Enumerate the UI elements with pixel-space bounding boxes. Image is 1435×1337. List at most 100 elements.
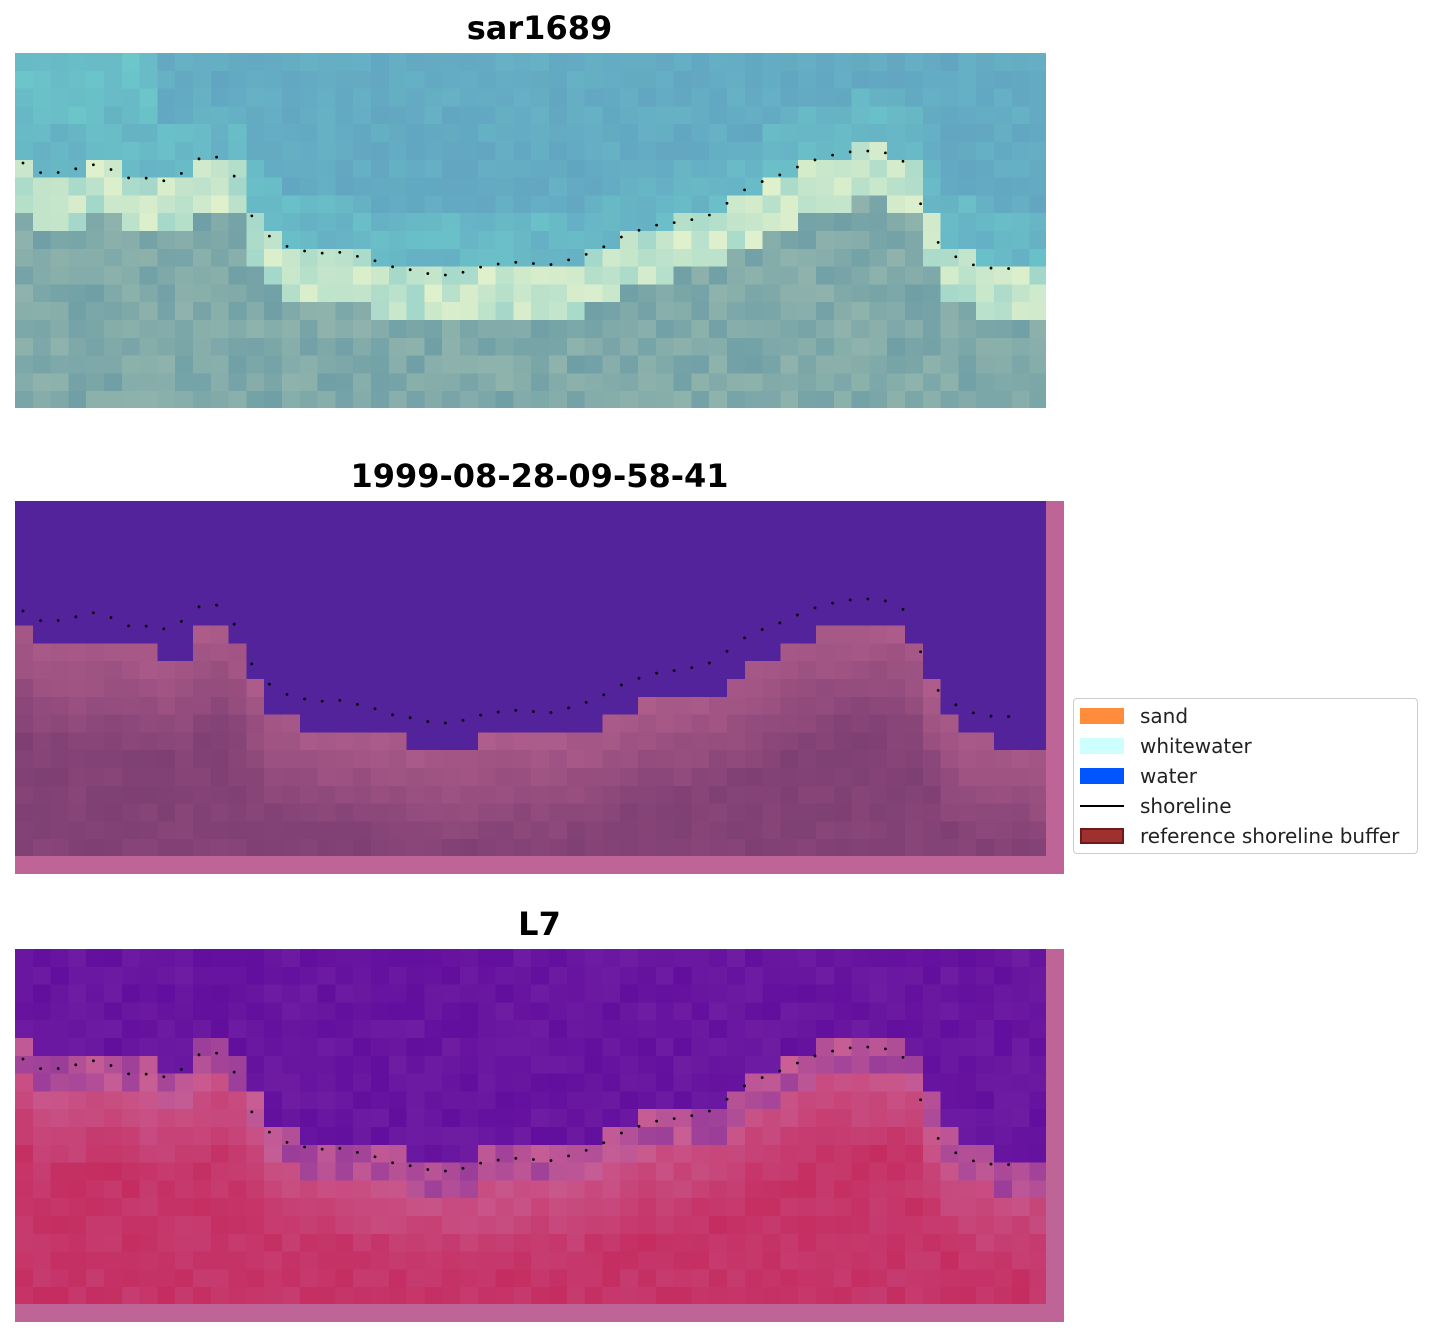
image-pixel xyxy=(816,106,835,125)
image-pixel xyxy=(744,53,764,72)
image-pixel xyxy=(121,373,141,392)
image-pixel xyxy=(727,1073,746,1092)
shoreline-point xyxy=(127,624,130,628)
image-pixel xyxy=(50,1091,69,1110)
image-pixel xyxy=(371,320,390,339)
image-pixel xyxy=(584,1180,603,1199)
image-pixel xyxy=(104,106,123,125)
image-pixel xyxy=(371,607,390,627)
image-pixel xyxy=(602,1055,621,1075)
image-pixel xyxy=(691,750,710,769)
image-pixel xyxy=(976,661,995,680)
image-pixel xyxy=(762,984,781,1003)
image-pixel xyxy=(246,501,265,520)
image-pixel xyxy=(976,984,995,1003)
image-pixel xyxy=(50,1127,69,1146)
image-pixel xyxy=(976,159,995,179)
image-pixel xyxy=(994,661,1013,680)
image-pixel xyxy=(228,1109,247,1128)
image-pixel xyxy=(691,949,710,968)
image-pixel xyxy=(655,518,675,538)
image-pixel xyxy=(673,839,692,856)
image-pixel xyxy=(513,106,532,125)
image-pixel xyxy=(104,373,123,392)
image-pixel xyxy=(1029,213,1046,232)
image-pixel xyxy=(15,966,34,986)
image-pixel xyxy=(958,1233,977,1253)
image-pixel xyxy=(442,70,461,90)
image-pixel xyxy=(566,1198,586,1217)
image-pixel xyxy=(50,518,69,538)
image-pixel xyxy=(371,821,390,840)
image-pixel xyxy=(353,984,372,1003)
image-pixel xyxy=(388,1055,408,1075)
image-pixel xyxy=(744,302,764,321)
image-pixel xyxy=(15,159,34,179)
image-pixel xyxy=(139,142,158,161)
image-pixel xyxy=(816,248,835,268)
image-pixel xyxy=(887,839,906,856)
image-pixel xyxy=(388,1162,408,1181)
image-pixel xyxy=(50,1038,69,1057)
shoreline-point xyxy=(74,167,78,171)
image-pixel xyxy=(780,572,799,591)
image-pixel xyxy=(68,1144,87,1164)
image-pixel xyxy=(549,714,568,733)
shoreline-point xyxy=(760,628,764,631)
image-pixel xyxy=(851,320,870,339)
image-pixel xyxy=(531,320,550,339)
image-pixel xyxy=(32,1144,52,1164)
image-pixel xyxy=(513,142,532,161)
image-pixel xyxy=(335,53,354,72)
image-pixel xyxy=(994,1180,1013,1199)
image-pixel xyxy=(335,1038,354,1057)
image-pixel xyxy=(406,732,425,751)
shoreline-point xyxy=(479,713,482,717)
image-pixel xyxy=(620,1251,639,1270)
image-pixel xyxy=(727,213,746,232)
image-pixel xyxy=(228,732,247,751)
image-pixel xyxy=(869,159,888,179)
image-pixel xyxy=(371,159,390,179)
image-pixel xyxy=(833,88,853,107)
image-pixel xyxy=(15,554,34,573)
image-pixel xyxy=(851,195,870,214)
image-pixel xyxy=(317,572,336,591)
image-pixel xyxy=(940,732,959,751)
image-pixel xyxy=(549,302,568,321)
image-pixel xyxy=(175,320,194,339)
image-pixel xyxy=(709,1287,728,1304)
image-pixel xyxy=(762,661,781,680)
image-pixel xyxy=(460,177,479,196)
image-pixel xyxy=(495,518,514,538)
image-pixel xyxy=(86,1002,105,1021)
image-pixel xyxy=(228,1233,247,1253)
image-pixel xyxy=(175,607,194,627)
image-pixel xyxy=(15,607,34,627)
image-pixel xyxy=(15,53,34,72)
image-pixel xyxy=(780,1216,799,1235)
image-pixel xyxy=(317,124,336,143)
image-pixel xyxy=(424,1287,443,1304)
image-pixel xyxy=(549,785,568,805)
image-pixel xyxy=(335,106,354,125)
image-pixel xyxy=(193,554,212,573)
image-pixel xyxy=(210,785,230,805)
image-pixel xyxy=(477,1002,497,1021)
image-pixel xyxy=(335,248,354,268)
image-pixel xyxy=(157,679,176,698)
image-pixel xyxy=(246,355,265,374)
image-pixel xyxy=(246,1002,265,1021)
image-pixel xyxy=(104,625,123,644)
image-pixel xyxy=(139,661,158,680)
image-pixel xyxy=(495,1198,514,1217)
image-pixel xyxy=(816,590,835,609)
image-pixel xyxy=(851,266,870,285)
image-pixel xyxy=(477,355,497,374)
image-pixel xyxy=(584,590,603,609)
image-pixel xyxy=(566,284,586,303)
sand-swatch xyxy=(1080,708,1124,724)
image-pixel xyxy=(353,124,372,143)
image-pixel xyxy=(1011,1055,1031,1075)
image-pixel xyxy=(32,554,52,573)
